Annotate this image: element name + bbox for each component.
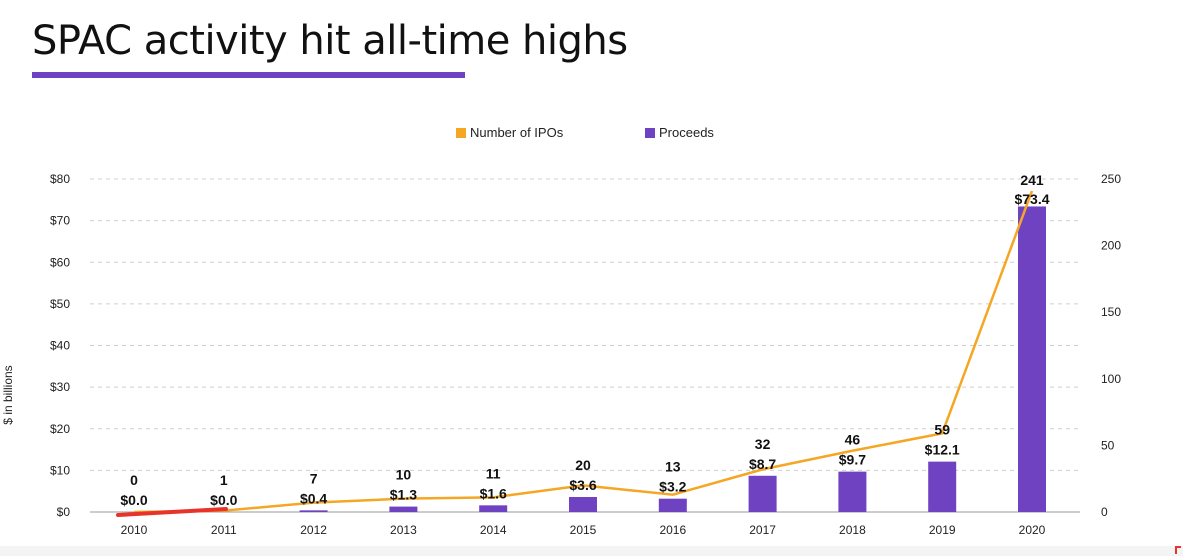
y-tick-label: $50 xyxy=(50,297,70,311)
bar-proceeds xyxy=(748,475,777,512)
ipo-count-label: 32 xyxy=(755,436,771,452)
y-tick-label: $30 xyxy=(50,380,70,394)
ipo-count-label: 20 xyxy=(575,457,591,473)
y-tick-label: $70 xyxy=(50,214,70,228)
bar-proceeds xyxy=(838,471,867,512)
ipo-count-label: 59 xyxy=(934,422,950,438)
x-tick-label: 2010 xyxy=(121,523,148,537)
ipo-count-label: 13 xyxy=(665,459,681,475)
legend-swatch-proceeds xyxy=(645,128,655,138)
annotation-underline xyxy=(116,507,228,517)
y-tick-label: $60 xyxy=(50,255,70,269)
bar-value-label: $12.1 xyxy=(925,442,960,458)
bar-proceeds xyxy=(1018,206,1046,512)
y2-tick-label: 50 xyxy=(1101,438,1115,452)
bar-proceeds xyxy=(299,510,328,512)
ipo-count-label: 46 xyxy=(845,432,861,448)
bar-value-label: $3.2 xyxy=(659,479,686,495)
bar-proceeds xyxy=(658,498,687,512)
ipo-count-label: 0 xyxy=(130,472,138,488)
bar-proceeds xyxy=(928,461,957,512)
ipo-count-label: 10 xyxy=(396,467,412,483)
bar-value-label: $1.6 xyxy=(480,485,507,501)
ipo-count-label: 11 xyxy=(486,465,501,481)
bar-proceeds xyxy=(569,497,597,512)
x-tick-label: 2019 xyxy=(929,523,956,537)
bar-value-label: $1.3 xyxy=(390,487,417,503)
y-tick-label: $80 xyxy=(50,172,70,186)
y2-tick-label: 0 xyxy=(1101,505,1108,519)
ipo-count-label: 241 xyxy=(1020,172,1044,188)
y-axis-title: $ in billions xyxy=(1,365,15,424)
x-tick-label: 2015 xyxy=(570,523,597,537)
bar-value-label: $0.4 xyxy=(300,490,327,506)
bar-value-label: $0.0 xyxy=(120,492,147,508)
legend-label-ipos: Number of IPOs xyxy=(470,125,564,140)
x-tick-label: 2016 xyxy=(659,523,686,537)
y-tick-label: $20 xyxy=(50,422,70,436)
bar-proceeds xyxy=(389,506,418,512)
x-tick-label: 2014 xyxy=(480,523,507,537)
x-tick-label: 2018 xyxy=(839,523,866,537)
legend-label-proceeds: Proceeds xyxy=(659,125,714,140)
y2-tick-label: 150 xyxy=(1101,305,1121,319)
bar-value-label: $3.6 xyxy=(569,477,596,493)
slide-title: SPAC activity hit all-time highs xyxy=(32,18,628,64)
x-tick-label: 2017 xyxy=(749,523,776,537)
title-underline xyxy=(32,72,465,78)
x-tick-label: 2012 xyxy=(300,523,327,537)
x-tick-label: 2020 xyxy=(1019,523,1046,537)
ipo-count-label: 1 xyxy=(220,472,228,488)
ipo-count-label: 7 xyxy=(310,470,318,486)
x-tick-label: 2011 xyxy=(211,523,237,537)
bottom-strip xyxy=(0,546,1183,556)
corner-mark xyxy=(1175,546,1181,554)
x-tick-label: 2013 xyxy=(390,523,417,537)
bar-value-label: $8.7 xyxy=(749,456,776,472)
y2-tick-label: 200 xyxy=(1101,239,1121,253)
bar-value-label: $73.4 xyxy=(1014,191,1049,207)
bar-value-label: $0.0 xyxy=(210,492,237,508)
bar-proceeds xyxy=(479,505,508,512)
y-tick-label: $0 xyxy=(57,505,71,519)
y2-tick-label: 100 xyxy=(1101,372,1121,386)
y-tick-label: $10 xyxy=(50,463,70,477)
legend-swatch-ipos xyxy=(456,128,466,138)
line-ipos xyxy=(133,190,1034,514)
bar-value-label: $9.7 xyxy=(839,452,866,468)
y-tick-label: $40 xyxy=(50,339,70,353)
y2-tick-label: 250 xyxy=(1101,172,1121,186)
